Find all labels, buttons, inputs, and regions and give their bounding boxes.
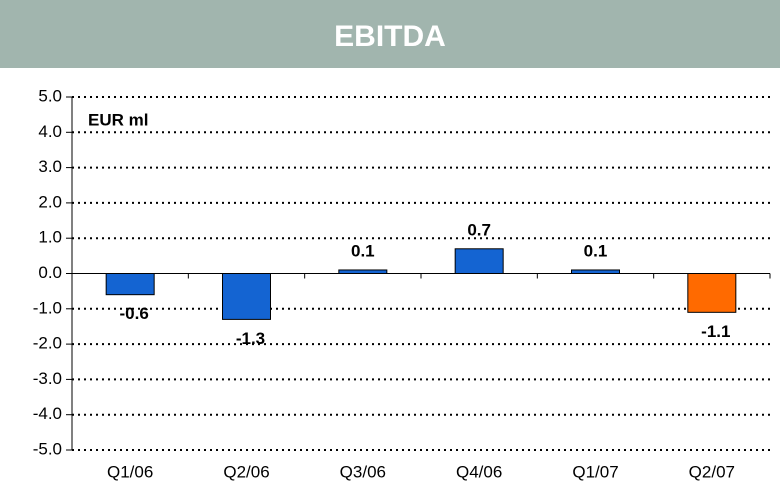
x-tick-label: Q2/07 xyxy=(689,462,735,481)
value-label: -1.1 xyxy=(701,322,730,341)
value-label: 0.1 xyxy=(351,241,375,260)
y-tick-label: 5.0 xyxy=(38,86,62,105)
y-tick-label: -1.0 xyxy=(33,298,62,317)
bar xyxy=(687,273,737,313)
value-label: -0.6 xyxy=(120,304,149,323)
x-tick-label: Q4/06 xyxy=(456,462,502,481)
y-tick-label: -2.0 xyxy=(33,334,62,353)
x-tick-label: Q1/06 xyxy=(107,462,153,481)
x-tick-label: Q2/06 xyxy=(223,462,269,481)
bar xyxy=(222,273,271,320)
y-tick-label: 2.0 xyxy=(38,192,62,211)
bar xyxy=(338,269,388,275)
y-tick-label: -3.0 xyxy=(33,369,62,388)
y-tick-label: -4.0 xyxy=(33,404,62,423)
x-tick-label: Q3/06 xyxy=(340,462,386,481)
y-tick-label: -5.0 xyxy=(33,439,62,458)
bar xyxy=(105,273,155,296)
value-label: 0.1 xyxy=(584,241,608,260)
bar xyxy=(454,248,504,274)
chart-title: EBITDA xyxy=(334,20,446,53)
unit-label: EUR ml xyxy=(88,110,148,129)
y-tick-label: 0.0 xyxy=(38,263,62,282)
y-tick-label: 4.0 xyxy=(38,122,62,141)
title-banner xyxy=(0,0,780,68)
y-tick-label: 3.0 xyxy=(38,157,62,176)
value-label: 0.7 xyxy=(467,220,491,239)
value-label: -1.3 xyxy=(236,329,265,348)
x-tick-label: Q1/07 xyxy=(572,462,618,481)
bar xyxy=(571,269,620,275)
y-tick-label: 1.0 xyxy=(38,228,62,247)
